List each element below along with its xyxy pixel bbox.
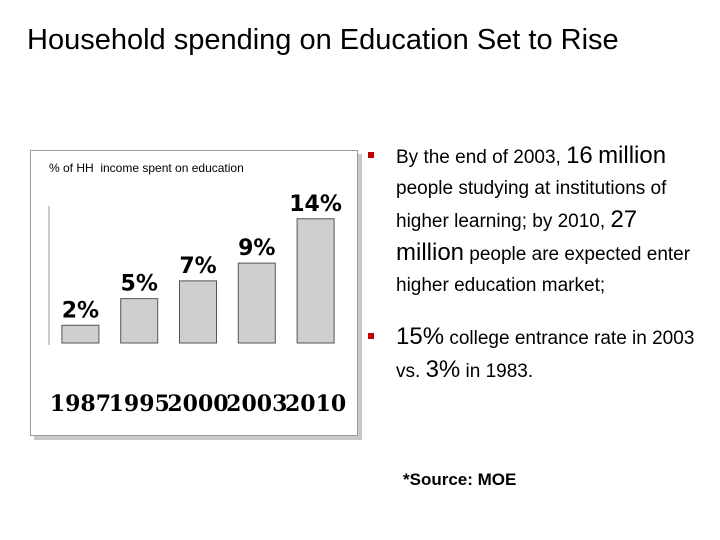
slide-title: Household spending on Education Set to R… [27, 24, 619, 56]
bullet-emphasis: million [598, 142, 667, 169]
chart-svg: 2% 1987 5% 1995 7% 2000 9% 2003 14% 2010 [48, 192, 346, 417]
value-label-2003: 9% [238, 236, 275, 261]
bullet-segment: people studying at institutions of highe… [396, 178, 667, 232]
value-label-2000: 7% [179, 254, 216, 279]
bullet-text: By the end of 2003, 16 million people st… [396, 140, 704, 301]
bullet-segment: in 1983. [460, 361, 534, 382]
bullet-segment: By the end of 2003, [396, 147, 567, 168]
source-note: *Source: MOE [403, 470, 517, 489]
bar-1987 [61, 324, 100, 344]
category-label-2010: 2010 [285, 391, 346, 417]
square-bullet-icon [368, 152, 374, 158]
value-label-1995: 5% [121, 272, 158, 297]
bar-2003 [237, 262, 276, 344]
bullet-segment: people are expected enter higher educati… [396, 244, 691, 296]
value-label-1987: 2% [62, 298, 99, 323]
bar-1995 [120, 298, 159, 344]
bullet-emphasis: 27 [610, 206, 638, 233]
bar-2000 [179, 280, 217, 344]
category-label-2003: 2003 [226, 391, 287, 417]
bar-2010 [296, 218, 335, 344]
chart-title: % of HH income spent on education [49, 161, 244, 175]
bullet-segment: college entrance rate in 2003 vs. [396, 328, 695, 382]
square-bullet-icon [368, 333, 374, 339]
bullet-list: By the end of 2003, 16 million people st… [364, 140, 704, 387]
bullet-emphasis: 15% [396, 323, 445, 350]
bullet-emphasis: 3% [425, 356, 461, 383]
bullet-item-entrance-rate: 15% college entrance rate in 2003 vs. 3%… [364, 321, 704, 387]
bar-chart: 2% 1987 5% 1995 7% 2000 9% 2003 14% 2010 % of HH … [30, 150, 358, 436]
category-label-1995: 1995 [109, 391, 170, 417]
bullet-emphasis: 16 [566, 142, 593, 169]
category-label-1987: 1987 [50, 391, 111, 417]
category-label-2000: 2000 [167, 391, 228, 417]
bullet-text: 15% college entrance rate in 2003 vs. 3%… [396, 321, 704, 387]
value-label-2010: 14% [289, 192, 342, 217]
bullet-item-enrollment: By the end of 2003, 16 million people st… [364, 140, 704, 301]
bullet-emphasis: million [396, 239, 465, 266]
